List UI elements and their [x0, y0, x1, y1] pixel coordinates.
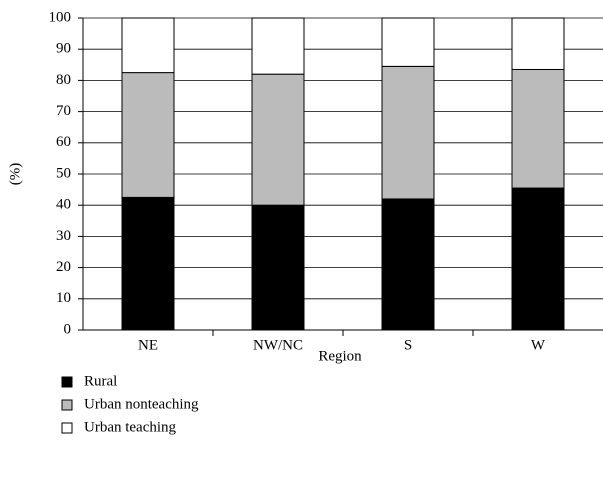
x-tick-label: W	[531, 337, 546, 353]
y-tick-label: 0	[64, 321, 72, 337]
y-tick-label: 10	[56, 290, 71, 306]
bar-segment	[121, 17, 175, 74]
bar-segment	[381, 198, 435, 331]
bar-segment	[251, 17, 305, 75]
x-axis-title: Region	[318, 348, 362, 364]
legend-swatch	[61, 399, 73, 411]
y-tick-label: 20	[56, 259, 71, 275]
legend-label: Urban nonteaching	[84, 396, 199, 412]
legend-swatch	[61, 376, 73, 388]
bar-segment	[511, 68, 565, 189]
y-tick-label: 80	[56, 72, 71, 88]
y-axis-title: (%)	[7, 163, 23, 186]
x-tick-label: NW/NC	[253, 337, 303, 353]
x-tick-label: NE	[138, 337, 158, 353]
y-tick-label: 100	[49, 9, 72, 25]
bar-segment	[251, 204, 305, 331]
legend-label: Rural	[84, 373, 117, 389]
bar-segment	[381, 65, 435, 200]
y-tick-label: 30	[56, 228, 71, 244]
legend-swatch	[61, 422, 73, 434]
y-tick-label: 40	[56, 197, 71, 213]
bar-segment	[251, 73, 305, 206]
y-tick-label: 90	[56, 41, 71, 57]
y-tick-label: 50	[56, 165, 71, 181]
bar-segment	[511, 17, 565, 70]
bar-segment	[511, 187, 565, 331]
bar-segment	[381, 17, 435, 67]
y-tick-label: 60	[56, 134, 71, 150]
bar-segment	[121, 72, 175, 198]
legend-label: Urban teaching	[84, 419, 177, 435]
y-tick-label: 70	[56, 103, 71, 119]
bar-segment	[121, 196, 175, 331]
x-tick-label: S	[404, 337, 412, 353]
